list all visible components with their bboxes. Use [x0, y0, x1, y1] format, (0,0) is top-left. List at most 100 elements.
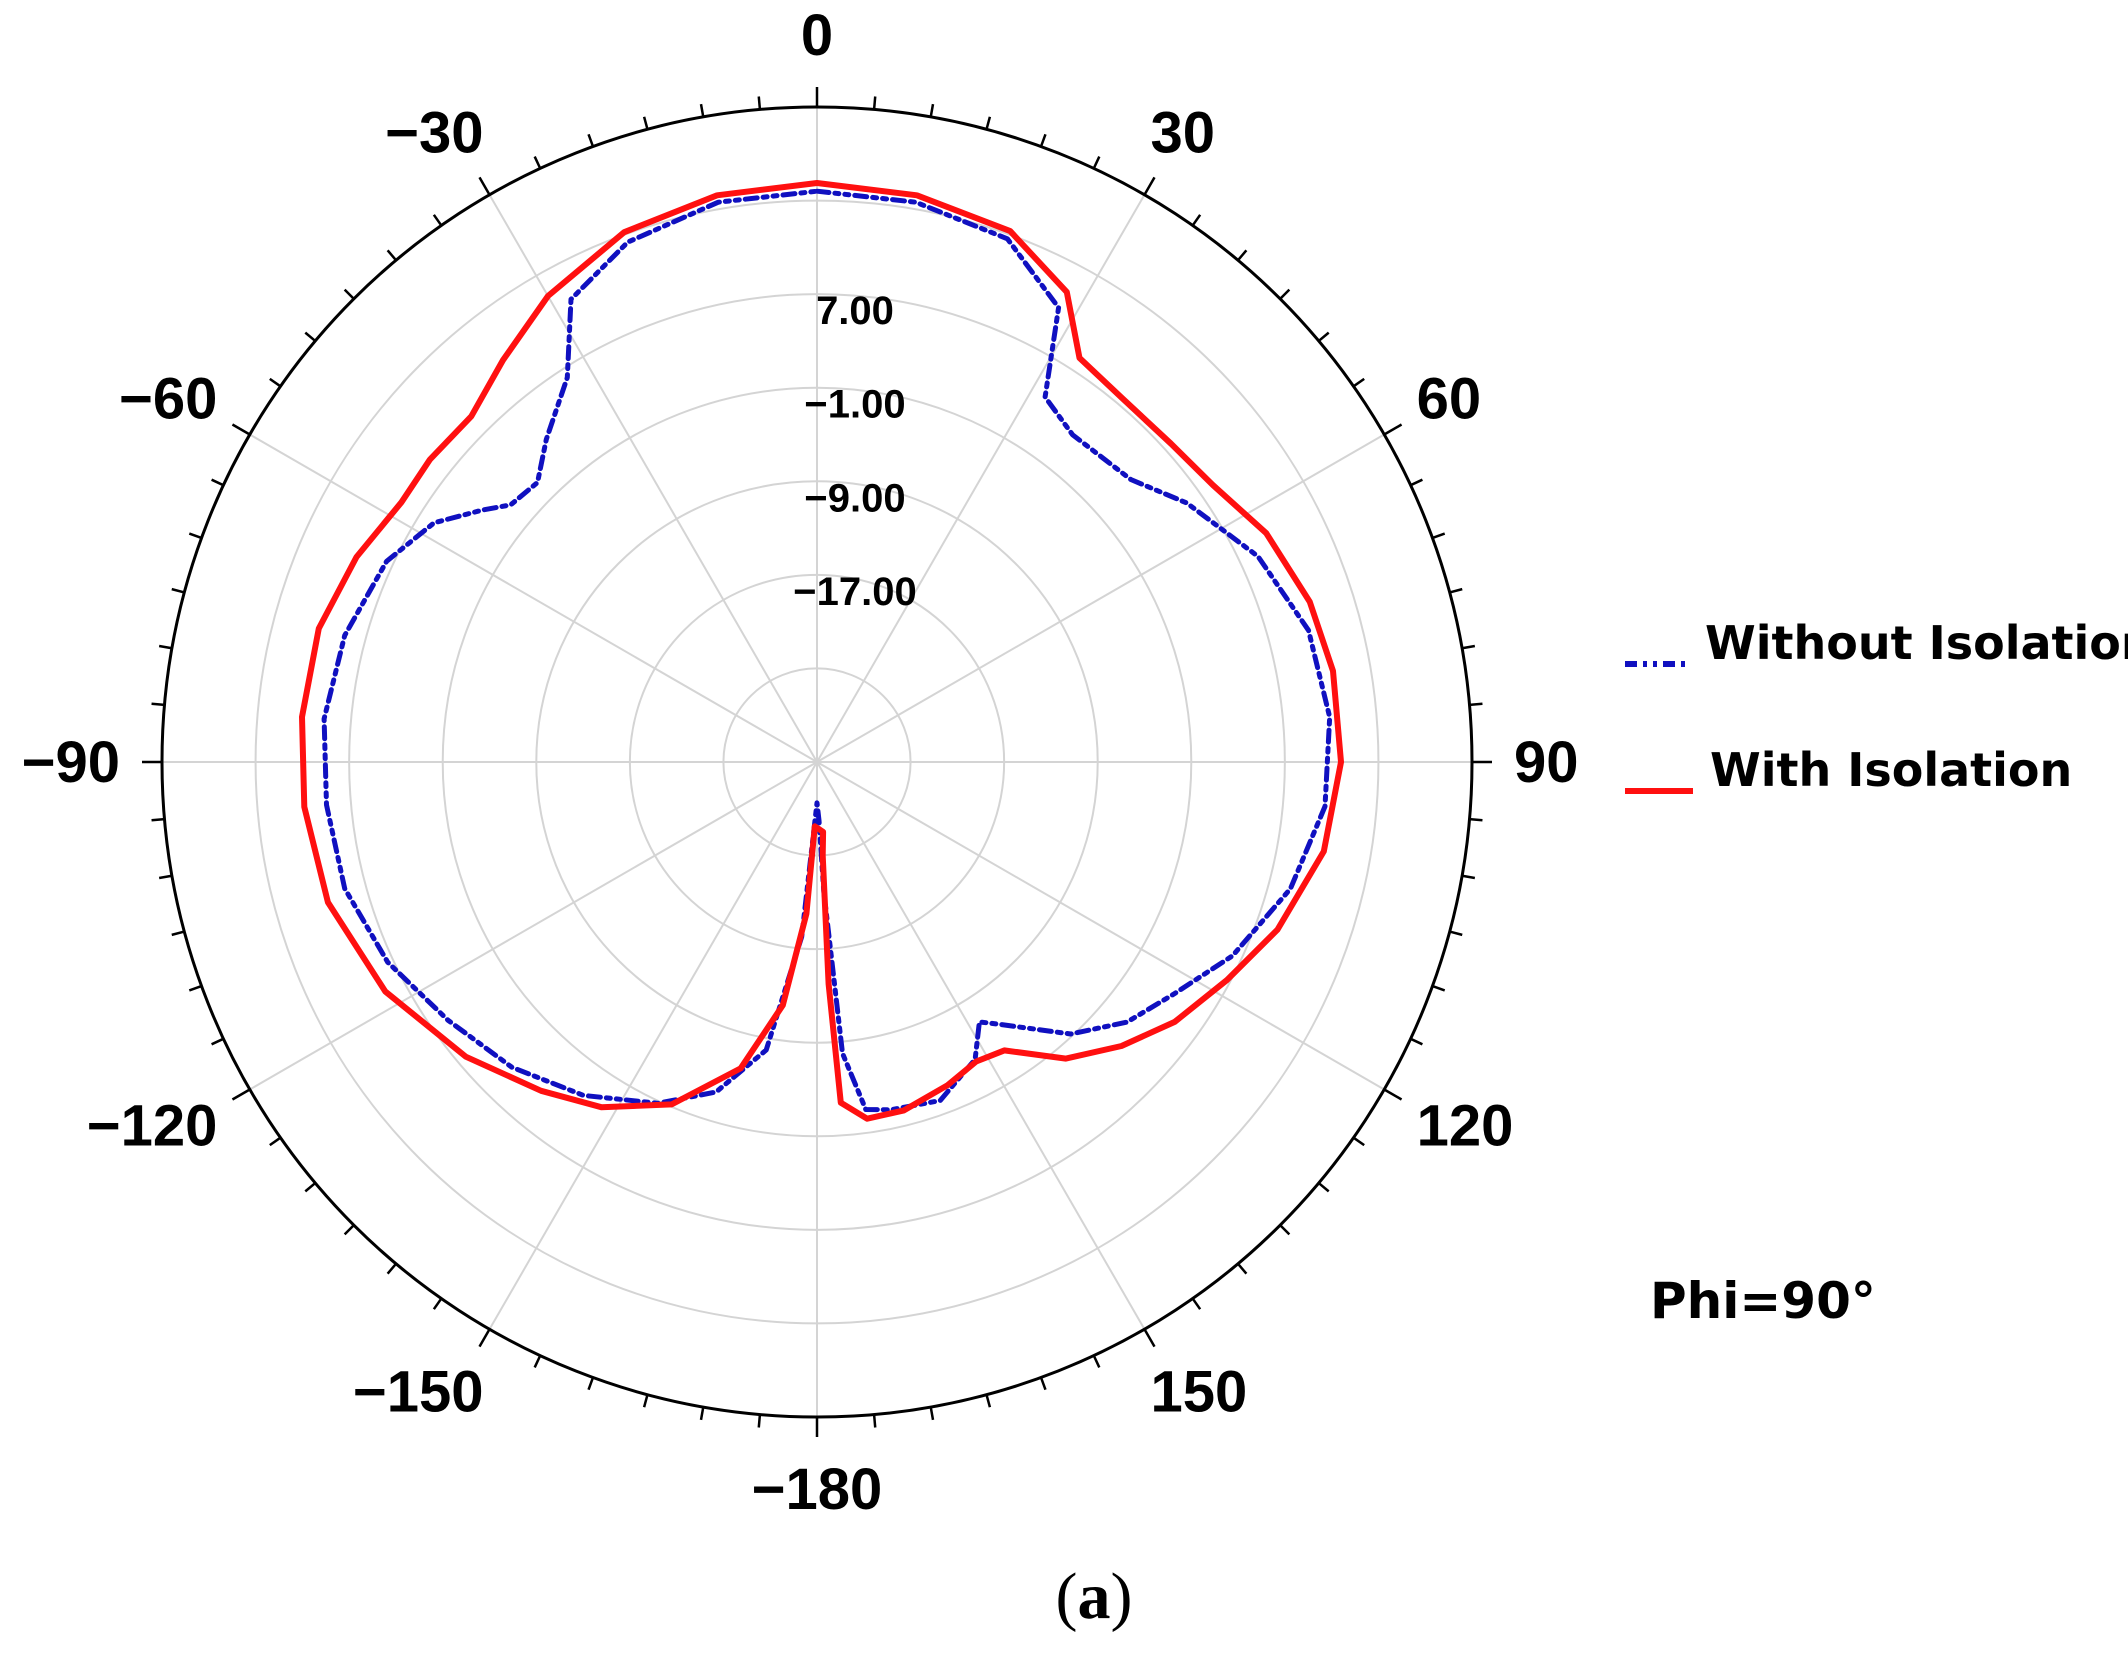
angle-tick [985, 1394, 992, 1408]
angle-tick [1461, 874, 1476, 880]
angle-tick-label: −180 [752, 1457, 883, 1522]
caption-open: ( [1056, 1560, 1078, 1633]
angle-tick [1383, 1088, 1403, 1101]
angle-tick [757, 1414, 762, 1428]
angle-tick [929, 1406, 935, 1421]
caption-close: ) [1111, 1560, 1133, 1633]
grid-spoke [488, 194, 818, 763]
series-line-without-isolation [321, 188, 1333, 1113]
legend-label-with-isolation: With Isolation [1710, 743, 2072, 797]
angle-tick [171, 587, 185, 594]
angle-tick [985, 116, 992, 130]
angle-tick [158, 644, 173, 650]
angle-tick [231, 1088, 251, 1101]
angle-tick-label: 90 [1514, 730, 1579, 795]
angle-tick [642, 1394, 649, 1408]
angle-tick [1449, 587, 1463, 594]
angle-tick [1143, 176, 1156, 196]
angle-tick-label: 60 [1417, 367, 1482, 432]
angle-tick [171, 930, 185, 937]
radial-tick-label: 7.00 [816, 289, 894, 333]
angle-tick [211, 1037, 224, 1046]
angle-tick [386, 1262, 397, 1275]
angle-tick [1317, 331, 1330, 342]
angle-tick [1432, 984, 1446, 992]
angle-tick [304, 331, 317, 342]
angle-tick [1143, 1328, 1156, 1348]
angle-tick [188, 532, 202, 540]
angle-tick [1469, 817, 1483, 822]
angle-tick [151, 817, 165, 822]
angle-tick [699, 103, 705, 118]
angle-tick-label: −60 [119, 367, 217, 432]
angle-tick [1352, 377, 1365, 388]
angle-tick-label: 150 [1151, 1360, 1248, 1425]
plot-area: 0 30 60 90 120 150 −180 −150 −120 −90 −60 −30 7.00 −1… [22, 3, 1579, 1522]
caption-letter: a [1078, 1560, 1111, 1633]
legend: Without Isolation With Isolation [1625, 616, 2128, 797]
angle-tick [533, 156, 542, 169]
angle-tick [1279, 288, 1291, 300]
grid-spoke [816, 194, 1146, 763]
angle-tick [1039, 1377, 1047, 1391]
angle-tick [432, 214, 443, 227]
angle-tick [269, 1136, 282, 1147]
legend-label-without-isolation: Without Isolation [1705, 616, 2128, 670]
angle-tick [1237, 1262, 1248, 1275]
angle-tick [343, 1224, 355, 1236]
grid-spoke [816, 433, 1385, 763]
figure-caption: (a) [1056, 1560, 1133, 1633]
angle-tick [1191, 1297, 1202, 1310]
angle-tick [432, 1297, 443, 1310]
angle-tick [1092, 156, 1101, 169]
angle-tick [1279, 1224, 1291, 1236]
angle-tick [231, 423, 251, 436]
angle-tick [158, 874, 173, 880]
angle-tick [642, 116, 649, 130]
angle-tick [386, 249, 397, 262]
angle-tick [1410, 1037, 1423, 1046]
angle-tick [1092, 1355, 1101, 1368]
angle-tick [478, 176, 491, 196]
angle-tick [304, 1182, 317, 1193]
angle-tick-label: 0 [801, 3, 833, 68]
angle-tick [188, 984, 202, 992]
grid-spoke [488, 761, 818, 1330]
angle-tick [872, 1414, 877, 1428]
radial-tick-label: −1.00 [804, 383, 905, 427]
angle-tick-label: −30 [385, 100, 483, 165]
angle-tick-label: −90 [22, 730, 120, 795]
angle-tick [211, 478, 224, 487]
angle-tick [587, 1377, 595, 1391]
angle-tick [587, 133, 595, 147]
series-line-with-isolation [299, 180, 1344, 1122]
angle-tick [757, 96, 762, 110]
angle-tick-label: −150 [353, 1360, 484, 1425]
grid-spoke [249, 761, 818, 1091]
radial-tick-label: −17.00 [793, 570, 916, 614]
radial-tick-label: −9.00 [804, 476, 905, 520]
angle-tick-label: 30 [1151, 100, 1216, 165]
phi-annotation: Phi=90° [1650, 1272, 1876, 1330]
angle-tick [1317, 1182, 1330, 1193]
angle-tick-label: −120 [87, 1094, 218, 1159]
angle-tick [1410, 478, 1423, 487]
angle-tick [478, 1328, 491, 1348]
angle-tick [1461, 644, 1476, 650]
angle-tick [1432, 532, 1446, 540]
angle-tick [343, 288, 355, 300]
angle-tick-label: 120 [1417, 1094, 1514, 1159]
angle-tick [1352, 1136, 1365, 1147]
angle-tick [929, 103, 935, 118]
grid-spoke [249, 433, 818, 763]
angle-tick [151, 702, 165, 707]
angle-tick [1039, 133, 1047, 147]
angle-tick [1191, 214, 1202, 227]
grid-spoke [816, 761, 1146, 1330]
angle-tick [1449, 930, 1463, 937]
angle-tick [699, 1406, 705, 1421]
angle-tick [533, 1355, 542, 1368]
angle-tick [269, 377, 282, 388]
angle-tick [1383, 423, 1403, 436]
